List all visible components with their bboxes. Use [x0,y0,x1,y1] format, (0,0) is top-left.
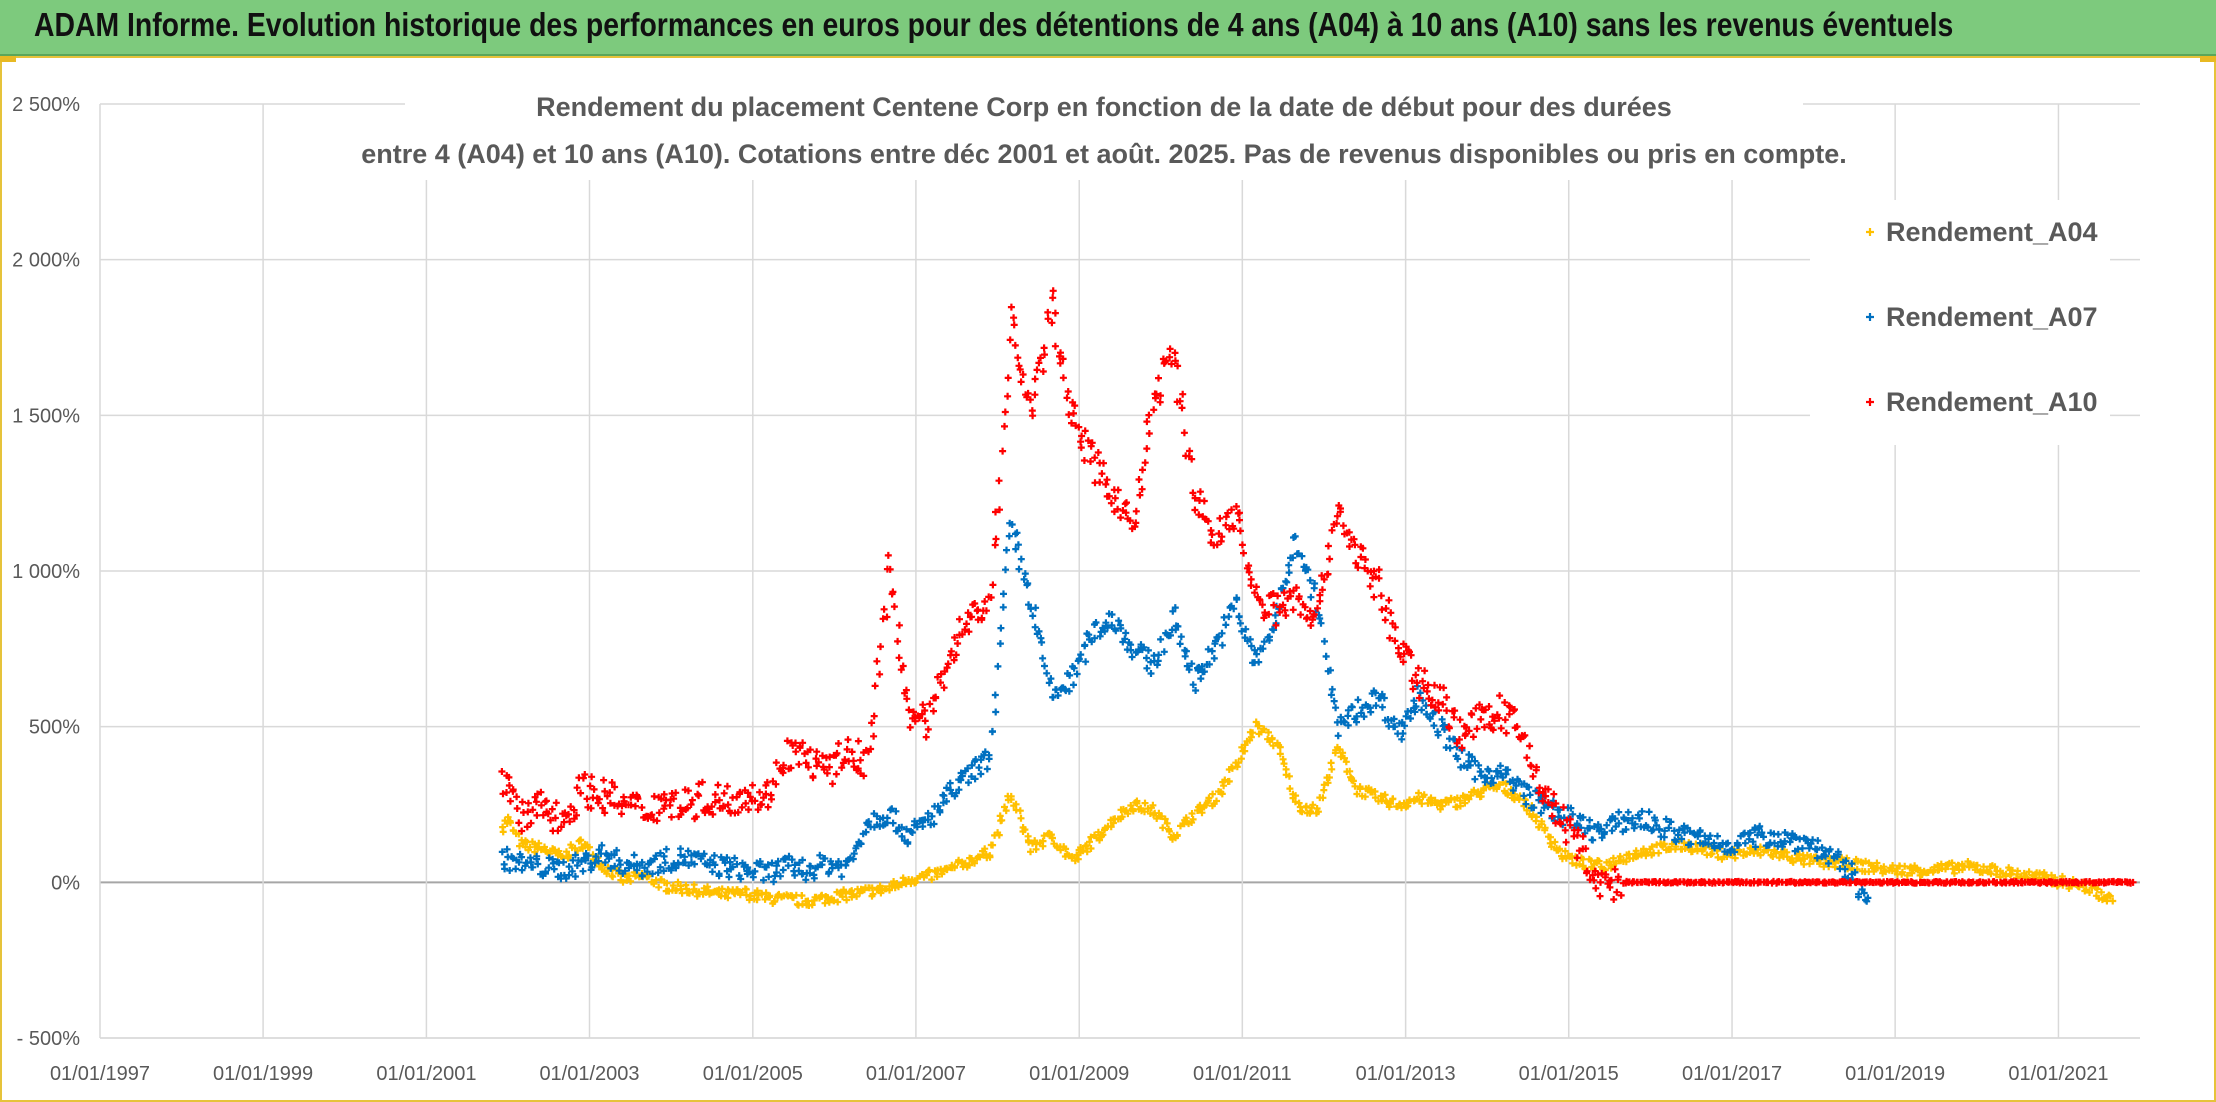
x-tick-label: 01/01/1997 [50,1063,150,1085]
legend-label: Rendement_A07 [1886,302,2098,332]
legend-label: Rendement_A10 [1886,387,2098,417]
x-tick-label: 01/01/2015 [1519,1063,1619,1085]
chart-frame [0,56,2216,1102]
series-Rendement_A10 [498,287,2137,903]
x-axis: 01/01/1997 01/01/1999 01/01/2001 01/01/2003… [50,1063,2109,1085]
data-points [498,287,2137,909]
series-markers [499,718,2117,909]
chart-title-line-1: Rendement du placement Centene Corp en f… [536,92,1672,122]
y-tick-label: 0% [51,872,80,894]
x-tick-label: 01/01/1999 [213,1063,313,1085]
x-tick-label: 01/01/2003 [539,1063,639,1085]
x-tick-label: 01/01/2009 [1029,1063,1129,1085]
x-tick-label: 01/01/2017 [1682,1063,1782,1085]
frame-corner-left [0,56,16,62]
legend-marker [1866,313,1874,321]
x-tick-label: 01/01/2021 [2008,1063,2108,1085]
gridlines [99,103,2140,1039]
series-Rendement_A04 [499,718,2117,909]
y-tick-label: 2 500% [12,94,80,116]
banner-title: ADAM Informe. Evolution historique des p… [34,6,1954,43]
y-tick-label: 500% [29,717,80,739]
y-axis: 2 500% 2 000% 1 500% 1 000% 500% 0% - 500% [12,94,80,1050]
legend-marker [1866,398,1874,406]
y-tick-label: 1 000% [12,561,80,583]
x-tick-label: 01/01/2005 [703,1063,803,1085]
legend: Rendement_A04 Rendement_A07 Rendement_A10 [1810,200,2110,445]
frame-corner-right [2200,56,2216,62]
x-tick-label: 01/01/2001 [376,1063,476,1085]
legend-background [1810,200,2110,445]
y-tick-label: 2 000% [12,250,80,272]
y-tick-label: 1 500% [12,405,80,427]
series-Rendement_A07 [498,519,1872,905]
y-tick-label: - 500% [17,1028,81,1050]
legend-marker [1866,228,1874,236]
series-markers [498,287,2137,903]
x-tick-label: 01/01/2011 [1193,1063,1292,1085]
x-tick-label: 01/01/2013 [1356,1063,1456,1085]
series-markers [498,519,1872,905]
report-banner: ADAM Informe. Evolution historique des p… [0,0,2216,56]
chart-title: Rendement du placement Centene Corp en f… [361,84,1847,180]
x-tick-label: 01/01/2007 [866,1063,966,1085]
chart-title-line-2: entre 4 (A04) et 10 ans (A10). Cotations… [361,139,1847,169]
title-background [405,84,1803,180]
x-tick-label: 01/01/2019 [1845,1063,1945,1085]
legend-label: Rendement_A04 [1886,217,2098,247]
